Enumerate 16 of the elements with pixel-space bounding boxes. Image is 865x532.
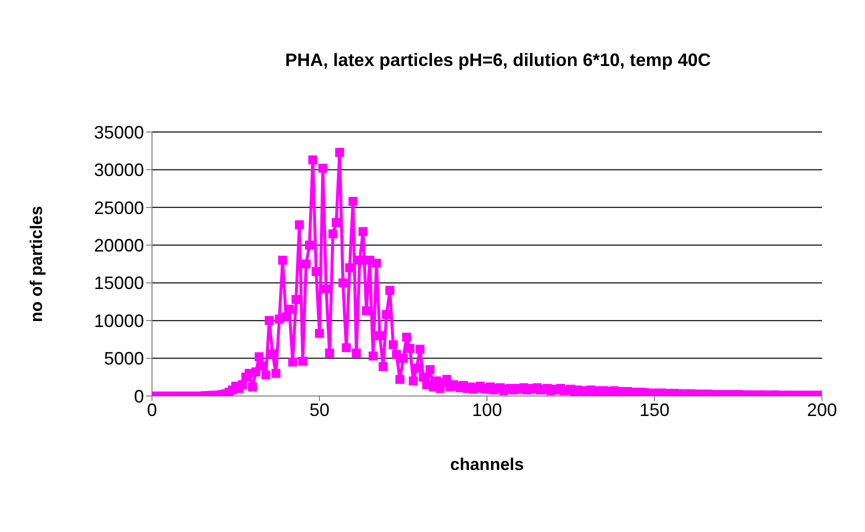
x-tick-label: 50 (309, 400, 330, 420)
chart-title: PHA, latex particles pH=6, dilution 6*10, temp 40C (284, 50, 712, 71)
y-tick-label: 25000 (94, 198, 144, 218)
y-tick-label: 5000 (104, 348, 144, 369)
y-tick-label: 35000 (94, 122, 144, 142)
y-tick-label: 30000 (94, 160, 144, 180)
x-tick-label: 200 (806, 400, 838, 420)
x-tick-label: 0 (146, 400, 158, 420)
y-tick-label: 0 (134, 386, 144, 406)
x-tick-label: 150 (639, 400, 670, 420)
x-tick-label: 100 (472, 400, 502, 420)
y-tick-label: 15000 (94, 273, 144, 294)
y-tick-label: 20000 (94, 236, 144, 256)
y-axis-title: no of particles (27, 206, 46, 322)
y-tick-label: 10000 (94, 310, 144, 331)
x-axis-title: channels (450, 455, 524, 474)
